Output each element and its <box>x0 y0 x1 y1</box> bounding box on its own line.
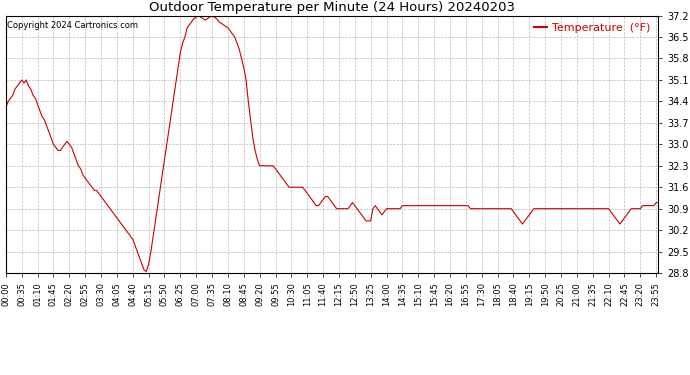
Text: Copyright 2024 Cartronics.com: Copyright 2024 Cartronics.com <box>7 21 138 30</box>
Title: Outdoor Temperature per Minute (24 Hours) 20240203: Outdoor Temperature per Minute (24 Hours… <box>149 2 515 14</box>
Legend: Temperature  (°F): Temperature (°F) <box>532 21 653 36</box>
